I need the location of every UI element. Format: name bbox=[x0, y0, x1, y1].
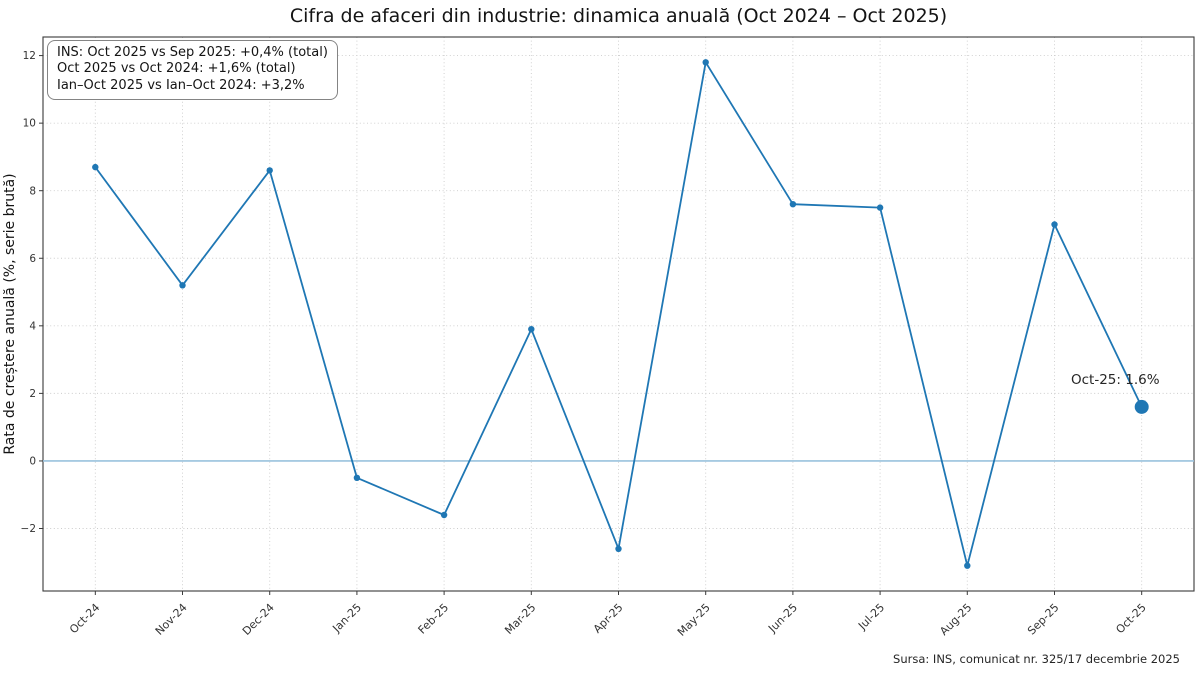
last-data-point[interactable] bbox=[1134, 399, 1149, 414]
x-tick-label: Dec-24 bbox=[240, 601, 277, 638]
data-point[interactable] bbox=[876, 204, 884, 211]
data-point[interactable] bbox=[964, 562, 971, 569]
x-tick-label: Jul-25 bbox=[855, 601, 887, 633]
y-tick-label: 8 bbox=[29, 185, 36, 197]
stats-annotation-box: INS: Oct 2025 vs Sep 2025: +0,4% (total)… bbox=[47, 40, 338, 101]
data-point[interactable] bbox=[528, 326, 535, 333]
data-point[interactable] bbox=[615, 545, 622, 552]
x-tick-label: Sep-25 bbox=[1025, 601, 1062, 638]
y-tick-label: 6 bbox=[29, 253, 36, 265]
data-point[interactable] bbox=[353, 474, 361, 481]
chart-title: Cifra de afaceri din industrie: dinamica… bbox=[289, 5, 948, 27]
y-tick-label: 4 bbox=[29, 320, 36, 332]
x-tick-label: Feb-25 bbox=[416, 601, 452, 637]
y-tick-label: −2 bbox=[21, 523, 36, 535]
x-tick-label: Mar-25 bbox=[502, 601, 538, 637]
stats-line-yoy: Oct 2025 vs Oct 2024: +1,6% (total) bbox=[57, 61, 296, 77]
x-tick-label: Nov-24 bbox=[153, 601, 190, 638]
y-tick-label: 0 bbox=[29, 456, 36, 468]
source-note: Sursa: INS, comunicat nr. 325/17 decembr… bbox=[893, 652, 1180, 666]
data-point[interactable] bbox=[92, 163, 99, 171]
y-tick-label: 12 bbox=[23, 50, 36, 62]
data-point[interactable] bbox=[179, 282, 186, 289]
y-axis-label: Rata de creștere anuală (%, serie brută) bbox=[2, 173, 18, 454]
data-point[interactable] bbox=[702, 59, 709, 66]
last-point-annotation: Oct-25: 1.6% bbox=[1071, 372, 1160, 388]
y-tick-label: 10 bbox=[23, 118, 36, 130]
x-tick-label: Apr-25 bbox=[591, 601, 626, 636]
stats-line-mom: INS: Oct 2025 vs Sep 2025: +0,4% (total) bbox=[57, 45, 328, 60]
y-tick-label: 2 bbox=[29, 388, 36, 400]
x-tick-label: May-25 bbox=[675, 601, 713, 639]
data-point[interactable] bbox=[266, 167, 273, 174]
x-tick-label: Jun-25 bbox=[765, 601, 800, 636]
x-tick-label: Oct-25 bbox=[1113, 601, 1148, 636]
stats-line-ytd: Ian–Oct 2025 vs Ian–Oct 2024: +3,2% bbox=[57, 77, 305, 93]
data-point[interactable] bbox=[789, 201, 797, 208]
data-point[interactable] bbox=[440, 511, 448, 519]
data-point[interactable] bbox=[1051, 221, 1058, 228]
x-tick-label: Oct-24 bbox=[67, 601, 102, 636]
x-tick-label: Jan-25 bbox=[329, 601, 364, 636]
x-tick-label: Aug-25 bbox=[937, 601, 974, 638]
